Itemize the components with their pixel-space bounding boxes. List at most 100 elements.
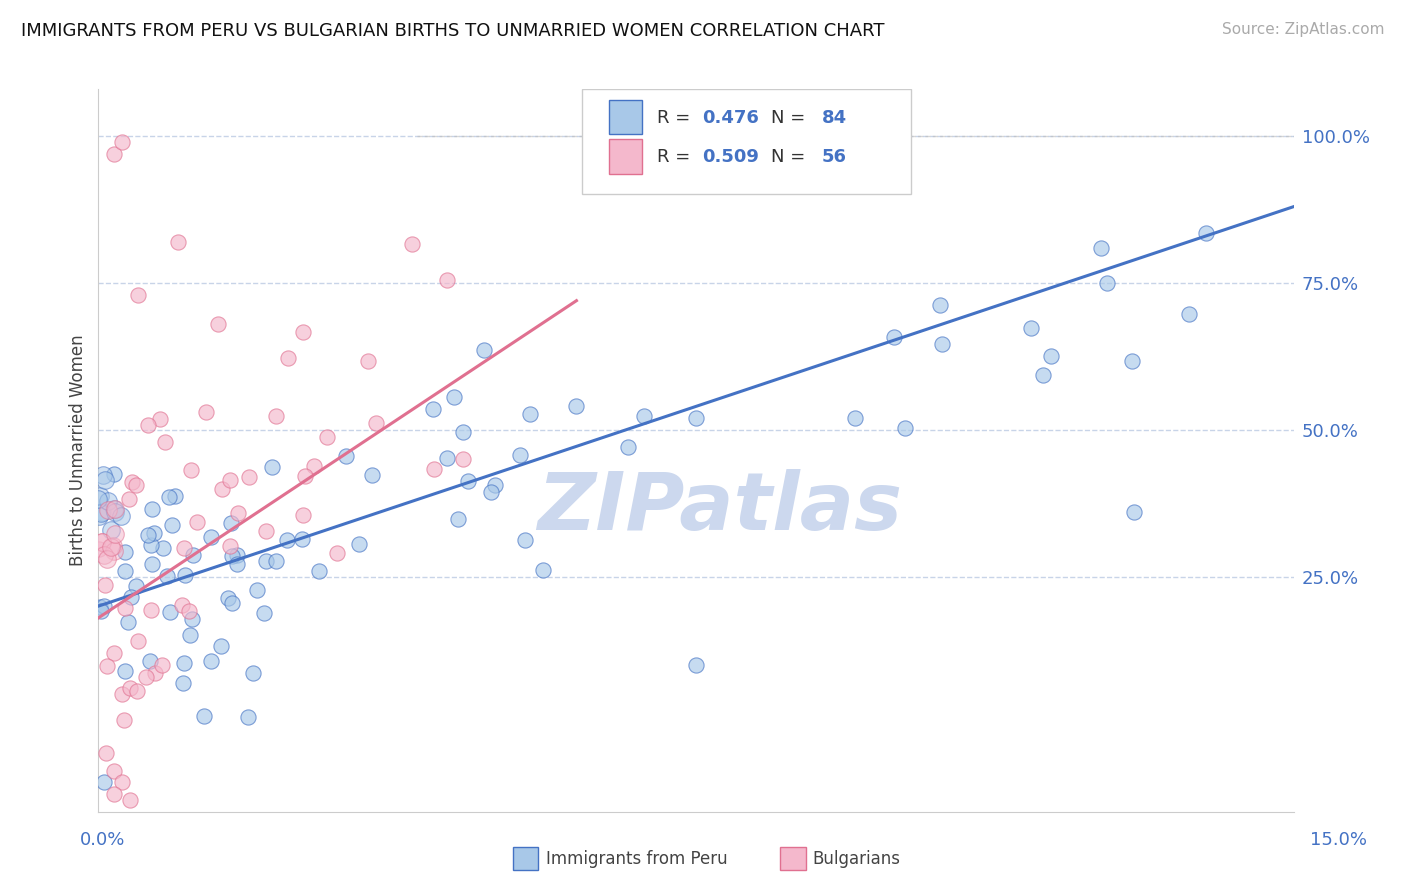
Point (443, 391, 465, 405)
Point (316, 429, 339, 443)
Point (172, 675, 194, 690)
Point (93, 775, 115, 789)
Point (90, 505, 112, 519)
Point (114, 600, 136, 615)
Point (217, 591, 239, 605)
Point (1040, 349, 1063, 363)
Point (104, 502, 127, 516)
Point (246, 582, 269, 597)
Point (253, 606, 276, 620)
Text: Immigrants from Peru: Immigrants from Peru (546, 850, 727, 868)
Point (472, 343, 495, 357)
Point (143, 665, 166, 680)
Point (124, 579, 146, 593)
Point (93, 548, 115, 562)
Text: 0.509: 0.509 (702, 148, 759, 167)
Text: 0.0%: 0.0% (80, 831, 125, 849)
Point (844, 411, 866, 425)
Text: N =: N = (772, 109, 811, 127)
Text: IMMIGRANTS FROM PERU VS BULGARIAN BIRTHS TO UNMARRIED WOMEN CORRELATION CHART: IMMIGRANTS FROM PERU VS BULGARIAN BIRTHS… (21, 22, 884, 40)
Point (928, 298, 950, 312)
Text: ZIPatlas: ZIPatlas (537, 469, 903, 548)
Point (221, 549, 243, 563)
Point (104, 505, 127, 519)
Point (277, 351, 299, 365)
Point (152, 541, 174, 555)
Point (127, 287, 149, 301)
Point (515, 533, 537, 547)
Point (141, 603, 163, 617)
Point (135, 670, 157, 684)
Point (616, 440, 638, 454)
Point (120, 681, 142, 696)
Point (93, 467, 115, 482)
Point (163, 489, 186, 503)
Point (1195, 226, 1218, 240)
Point (1090, 241, 1112, 255)
Point (150, 657, 173, 672)
Point (127, 634, 149, 648)
Point (226, 548, 249, 562)
Point (195, 405, 218, 419)
Point (1097, 276, 1119, 290)
Point (89, 599, 111, 614)
Point (160, 517, 183, 532)
Point (89, 489, 111, 503)
Point (262, 459, 284, 474)
Point (97, 494, 120, 508)
Point (1032, 368, 1054, 382)
Point (90, 604, 112, 618)
Point (111, 135, 134, 149)
Point (87, 509, 110, 524)
Point (103, 539, 125, 553)
Point (104, 526, 127, 541)
Point (148, 412, 170, 426)
Point (96, 659, 118, 673)
Point (193, 708, 215, 723)
Point (103, 646, 125, 660)
Point (242, 665, 264, 680)
Text: Source: ZipAtlas.com: Source: ZipAtlas.com (1222, 22, 1385, 37)
Point (207, 317, 229, 331)
Point (141, 557, 163, 571)
Point (111, 687, 134, 701)
Point (218, 539, 240, 553)
Point (200, 530, 222, 544)
Point (103, 544, 125, 558)
Text: 15.0%: 15.0% (1310, 831, 1367, 849)
Point (93, 599, 115, 613)
FancyBboxPatch shape (582, 89, 911, 194)
Point (173, 657, 195, 671)
Point (121, 475, 143, 490)
Point (181, 548, 204, 562)
Point (226, 506, 249, 520)
Point (1019, 321, 1042, 335)
Point (114, 545, 136, 559)
Point (361, 467, 384, 482)
Point (139, 654, 162, 668)
Point (200, 654, 222, 668)
Point (304, 458, 326, 473)
Point (479, 485, 502, 500)
Text: N =: N = (772, 148, 811, 167)
Point (103, 146, 125, 161)
Point (100, 523, 122, 537)
Point (1177, 307, 1199, 321)
Point (457, 475, 479, 489)
Point (167, 235, 190, 249)
Point (180, 612, 202, 626)
Point (136, 528, 159, 542)
Point (125, 684, 148, 698)
Text: R =: R = (657, 109, 696, 127)
Point (264, 409, 287, 423)
Text: R =: R = (657, 148, 696, 167)
Point (103, 787, 125, 801)
Point (180, 463, 202, 477)
Point (173, 541, 195, 555)
Point (291, 508, 314, 522)
Point (112, 713, 135, 727)
Point (292, 325, 315, 339)
Point (94, 578, 117, 592)
Point (308, 565, 330, 579)
Point (294, 468, 316, 483)
